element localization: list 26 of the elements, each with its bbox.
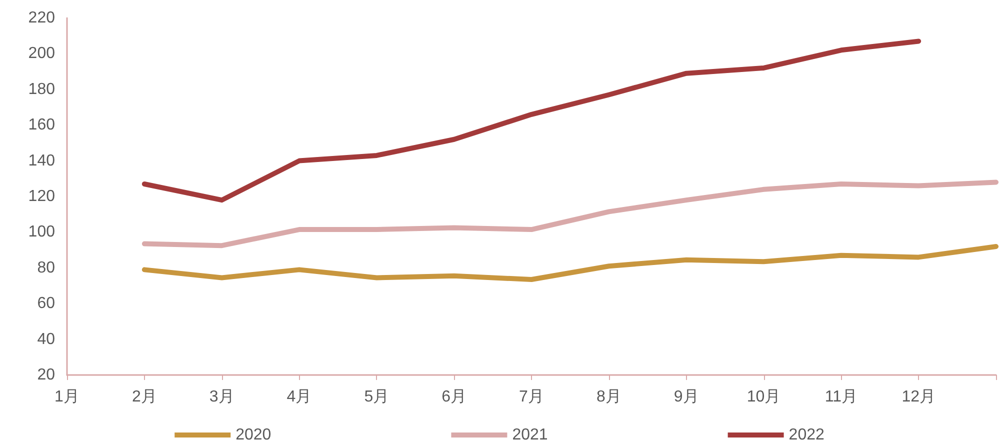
x-tick-label: 12月: [902, 388, 936, 406]
x-tick-label: 6月: [442, 388, 467, 406]
legend-label: 2022: [788, 426, 824, 444]
y-tick-label: 140: [28, 152, 56, 170]
y-tick-label: 60: [37, 295, 56, 312]
x-tick-label: 9月: [674, 388, 699, 406]
y-tick-label: 180: [28, 80, 56, 98]
x-tick-label: 8月: [596, 388, 622, 406]
legend-label: 2021: [512, 426, 548, 444]
y-tick-label: 220: [28, 10, 56, 26]
y-tick-label: 20: [37, 366, 56, 384]
x-tick-label: 4月: [286, 388, 312, 406]
y-tick-label: 80: [37, 259, 56, 276]
x-tick-label: 7月: [519, 388, 544, 406]
x-tick-label: 2月: [132, 388, 157, 406]
x-tick-label: 3月: [209, 388, 234, 406]
y-tick-label: 160: [28, 116, 56, 134]
x-tick-label: 10月: [746, 388, 781, 406]
y-tick-label: 200: [28, 45, 56, 62]
x-tick-label: 11月: [824, 388, 858, 406]
legend-label: 2020: [236, 426, 272, 444]
x-tick-label: 5月: [364, 388, 390, 406]
x-tick-label: 1月: [54, 388, 80, 406]
y-tick-label: 120: [28, 188, 56, 205]
y-tick-label: 40: [37, 330, 56, 348]
y-tick-label: 100: [28, 224, 56, 241]
